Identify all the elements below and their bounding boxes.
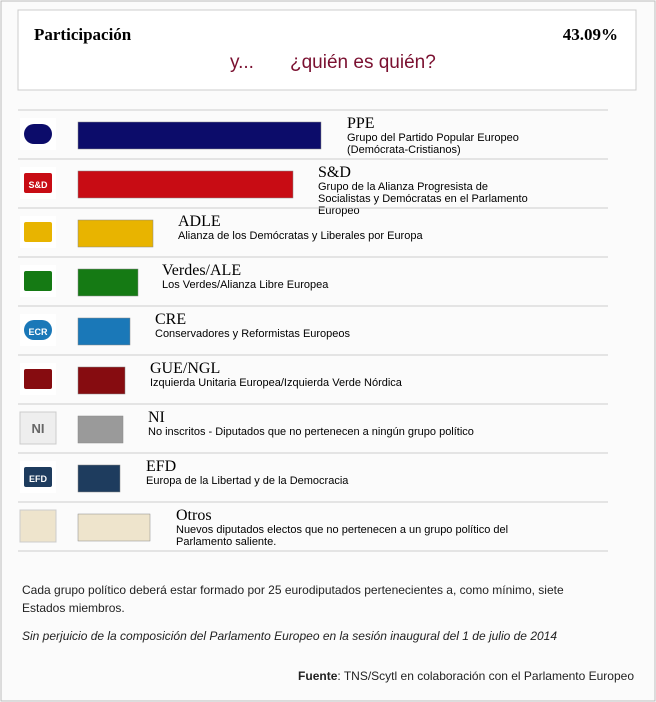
logo-mark — [24, 467, 52, 487]
logo-text: S&D — [28, 180, 48, 190]
bar — [77, 268, 139, 297]
group-description: Alianza de los Demócratas y Liberales po… — [178, 230, 423, 242]
logo-mark — [24, 271, 52, 291]
group-name: EFD — [146, 458, 176, 475]
bar — [77, 366, 126, 395]
source: Fuente: TNS/Scytl en colaboración con el… — [298, 669, 634, 683]
note: Estados miembros. — [22, 601, 125, 615]
disclaimer: Sin perjuicio de la composición del Parl… — [22, 629, 557, 643]
title: Participación — [34, 25, 132, 44]
group-description: Grupo del Partido Popular Europeo — [347, 132, 519, 144]
logo-text: EFD — [29, 474, 48, 484]
bar — [77, 219, 154, 248]
group-description: (Demócrata-Cristianos) — [347, 144, 461, 156]
group-description: Conservadores y Reformistas Europeos — [155, 328, 351, 340]
logo-text: ECR — [28, 327, 48, 337]
group-description: Grupo de la Alianza Progresista de — [318, 181, 488, 193]
logo-mark — [24, 173, 52, 193]
logo — [19, 509, 57, 543]
group-name: ADLE — [178, 213, 221, 230]
group-name: CRE — [155, 311, 186, 328]
group-description: No inscritos - Diputados que no pertenec… — [148, 426, 474, 438]
group-name: PPE — [347, 115, 375, 132]
subtitle: y... — [230, 52, 254, 73]
group-description: Izquierda Unitaria Europea/Izquierda Ver… — [150, 377, 403, 389]
group-name: Verdes/ALE — [162, 262, 241, 279]
source-label: Fuente — [298, 669, 338, 683]
bar — [77, 317, 131, 346]
logo — [19, 411, 57, 445]
group-description: Europeo — [318, 205, 360, 217]
bar — [77, 513, 151, 542]
footer: Cada grupo político deberá estar formado… — [22, 583, 634, 683]
group-description: Los Verdes/Alianza Libre Europea — [162, 279, 329, 291]
source-text: : TNS/Scytl en colaboración con el Parla… — [337, 669, 634, 683]
group-name: NI — [148, 409, 165, 426]
logo-mark — [24, 369, 52, 389]
logo-text: NI — [32, 421, 45, 436]
group-description: Nuevos diputados electos que no pertenec… — [176, 524, 508, 536]
logo-mark — [24, 222, 52, 242]
bar — [77, 170, 294, 199]
subtitle: ¿quién es quién? — [290, 52, 436, 73]
note: Cada grupo político deberá estar formado… — [22, 583, 564, 597]
bar — [77, 464, 121, 493]
group-name: Otros — [176, 507, 212, 524]
logo-mark — [24, 320, 52, 340]
turnout: 43.09% — [563, 25, 618, 44]
bar — [77, 415, 124, 444]
logo-mark — [24, 124, 52, 144]
group-description: Socialistas y Demócratas en el Parlament… — [318, 193, 528, 205]
group-description: Parlamento saliente. — [176, 536, 276, 548]
group-name: S&D — [318, 164, 351, 181]
header-box — [17, 9, 637, 91]
group-name: GUE/NGL — [150, 360, 220, 377]
group-description: Europa de la Libertad y de la Democracia — [146, 475, 349, 487]
bar — [77, 121, 322, 150]
